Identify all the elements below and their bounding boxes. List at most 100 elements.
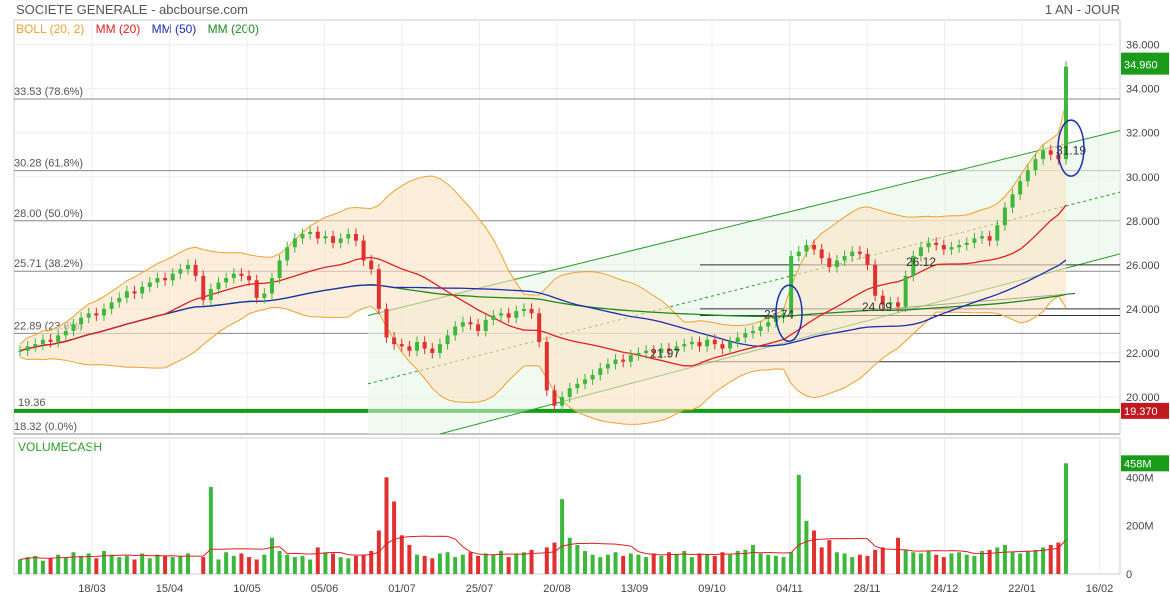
candle-body bbox=[201, 275, 206, 301]
candle-body bbox=[269, 278, 274, 294]
volume-bar bbox=[415, 554, 420, 574]
candle-body bbox=[277, 260, 282, 279]
candle-body bbox=[376, 269, 381, 309]
volume-bar bbox=[239, 553, 244, 574]
x-tick-label: 28/11 bbox=[854, 583, 881, 595]
candle-body bbox=[720, 344, 725, 349]
volume-bar bbox=[147, 558, 152, 574]
price-annotation: 24.09 bbox=[862, 300, 892, 314]
fib-label: 28.00 (50.0%) bbox=[14, 208, 83, 220]
volume-bar bbox=[437, 553, 442, 574]
volume-bar bbox=[1002, 545, 1007, 574]
candle-body bbox=[185, 264, 190, 270]
candle-body bbox=[964, 242, 969, 246]
volume-bar bbox=[33, 555, 38, 574]
volume-bar bbox=[331, 553, 336, 574]
volume-bar bbox=[392, 501, 397, 574]
volume-bar bbox=[224, 552, 229, 574]
candle-body bbox=[338, 238, 343, 243]
candle-body bbox=[812, 245, 817, 250]
candle-body bbox=[132, 291, 137, 294]
candle-body bbox=[140, 286, 145, 294]
legend-mm50[interactable]: MM (50) bbox=[151, 22, 197, 36]
volume-bar bbox=[101, 551, 106, 574]
volume-bar bbox=[170, 557, 175, 574]
legend-boll[interactable]: BOLL (20, 2) bbox=[16, 22, 85, 36]
volume-bar bbox=[407, 545, 412, 574]
candle-body bbox=[86, 313, 91, 318]
volume-bar bbox=[308, 559, 313, 574]
candle-body bbox=[766, 322, 771, 327]
volume-bar bbox=[384, 477, 389, 574]
candle-body bbox=[636, 352, 641, 356]
volume-bar bbox=[1018, 553, 1023, 574]
candle-body bbox=[949, 247, 954, 250]
volume-bar bbox=[399, 535, 404, 574]
candle-body bbox=[537, 313, 542, 342]
volume-bar bbox=[827, 540, 832, 574]
moving-averages bbox=[19, 204, 1067, 367]
highlight-ellipse bbox=[1057, 119, 1085, 177]
candle-body bbox=[292, 238, 297, 248]
candle-body bbox=[101, 308, 106, 316]
candle-body bbox=[857, 251, 862, 254]
volume-bar bbox=[353, 555, 358, 574]
candle-body bbox=[682, 344, 687, 347]
volume-bar bbox=[705, 554, 710, 574]
candle-body bbox=[369, 260, 374, 270]
volume-bar bbox=[842, 553, 847, 574]
candle-body bbox=[575, 383, 580, 389]
x-tick-label: 22/01 bbox=[1008, 583, 1036, 595]
candle-body bbox=[63, 330, 68, 336]
candle-body bbox=[934, 242, 939, 246]
candle-body bbox=[567, 388, 572, 397]
candle-body bbox=[491, 315, 496, 320]
volume-bar bbox=[605, 554, 610, 574]
candle-body bbox=[758, 326, 763, 331]
candle-body bbox=[247, 275, 252, 281]
period-label: 1 AN - JOUR bbox=[1044, 2, 1120, 17]
candle-body bbox=[873, 264, 878, 296]
candle-body bbox=[300, 234, 305, 239]
candle-body bbox=[796, 251, 801, 257]
legend-mm20[interactable]: MM (20) bbox=[95, 22, 141, 36]
legend-mm200[interactable]: MM (200) bbox=[207, 22, 259, 36]
candle-body bbox=[79, 317, 84, 325]
candle-body bbox=[109, 302, 114, 309]
volume-bar bbox=[25, 557, 30, 574]
y-tick-label: 28.000 bbox=[1126, 216, 1160, 228]
volume-bar bbox=[521, 552, 526, 574]
volume-average bbox=[19, 535, 1067, 560]
volume-bar bbox=[254, 559, 259, 574]
volume-bar bbox=[575, 545, 580, 574]
volume-bar bbox=[957, 552, 962, 574]
candle-body bbox=[911, 256, 916, 276]
candle-body bbox=[239, 273, 244, 276]
volume-bar bbox=[789, 552, 794, 574]
support-axis-label: 19.370 bbox=[1124, 406, 1158, 418]
volume-bar bbox=[460, 554, 465, 574]
candle-body bbox=[25, 346, 30, 351]
volume-bar bbox=[163, 555, 168, 574]
candle-body bbox=[178, 269, 183, 274]
volume-bar bbox=[178, 555, 183, 574]
volume-tick-label: 0 bbox=[1126, 569, 1132, 581]
candle-body bbox=[216, 282, 221, 290]
x-tick-label: 24/12 bbox=[931, 583, 959, 595]
fib-label: 18.32 (0.0%) bbox=[14, 421, 77, 433]
candle-body bbox=[18, 350, 22, 352]
volume-bar bbox=[773, 555, 778, 574]
y-tick-label: 32.000 bbox=[1126, 128, 1160, 140]
volume-bar bbox=[369, 551, 374, 574]
candle-body bbox=[644, 350, 649, 353]
volume-bar bbox=[422, 555, 427, 574]
volume-bar bbox=[506, 557, 511, 574]
candle-body bbox=[506, 313, 511, 318]
boll-lower bbox=[19, 295, 1067, 425]
volume-bar bbox=[56, 554, 61, 574]
candle-body bbox=[231, 273, 236, 279]
volume-bar bbox=[766, 554, 771, 574]
volume-frame bbox=[13, 437, 1121, 575]
volume-bar bbox=[712, 555, 717, 574]
